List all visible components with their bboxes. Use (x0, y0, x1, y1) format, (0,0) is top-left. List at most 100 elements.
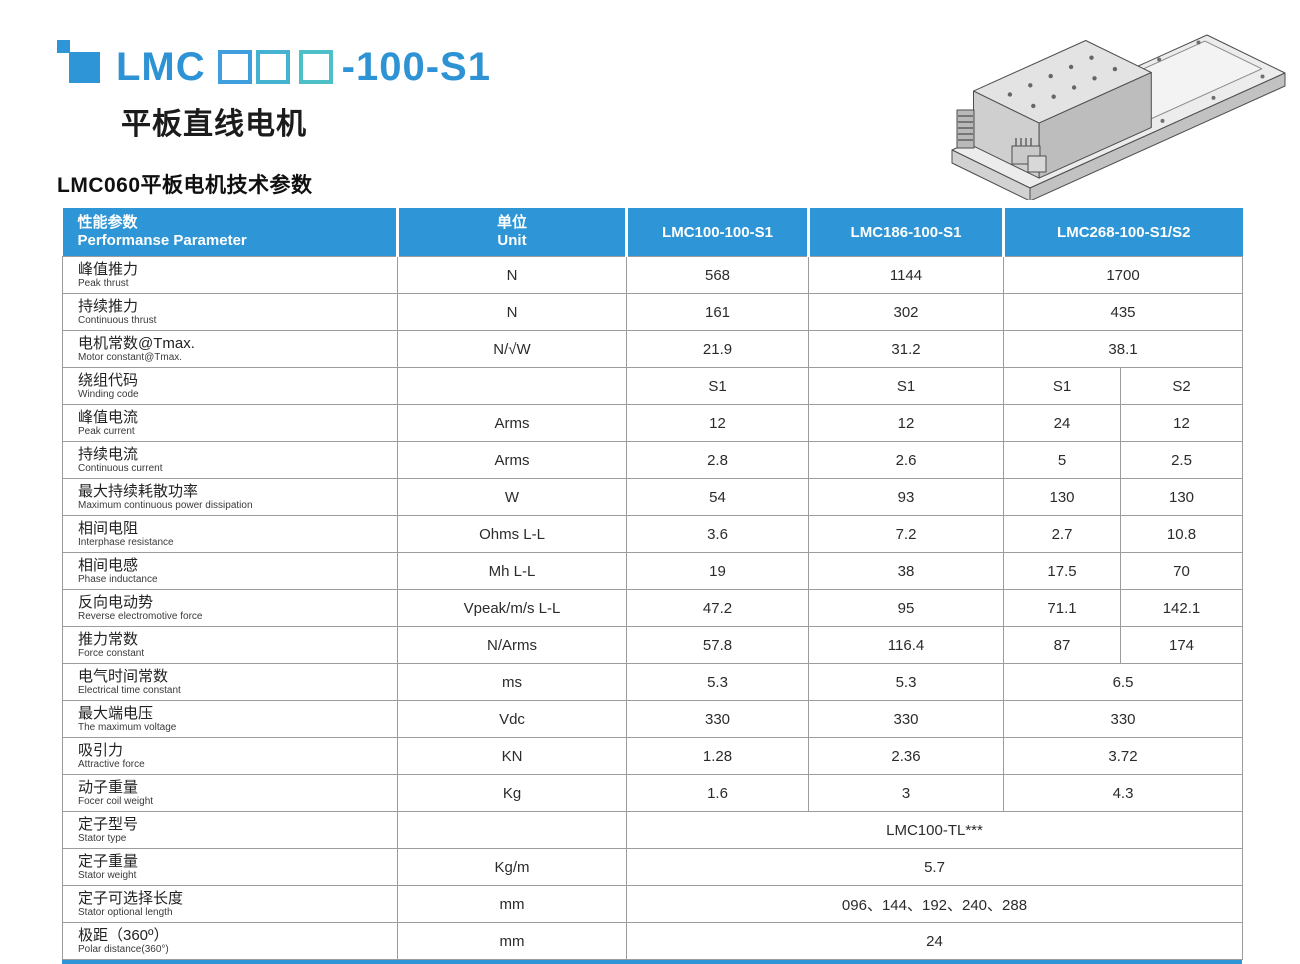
parameter-name-en: Continuous thrust (78, 314, 157, 326)
parameter-name-en: Interphase resistance (78, 536, 174, 548)
value-cell: 24 (626, 922, 1243, 960)
table-row: 最大端电压 The maximum voltage Vdc 330 330 330 (62, 700, 1243, 738)
parameter-cell: 持续推力 Continuous thrust (62, 293, 398, 331)
value-cell: 1.6 (626, 774, 809, 812)
value-cell: 2.8 (626, 441, 809, 479)
parameter-name-en: Force constant (78, 647, 145, 659)
parameter-name-en: The maximum voltage (78, 721, 177, 733)
value-cell: 5.3 (808, 663, 1004, 701)
value-cell: 5.3 (626, 663, 809, 701)
parameter-name-cn: 吸引力 (78, 741, 124, 759)
column-header-model-1: LMC100-100-S1 (625, 208, 809, 257)
column-header-unit: 单位 Unit (396, 208, 627, 257)
parameter-name-cn: 定子型号 (78, 815, 139, 833)
parameter-cell: 定子重量 Stator weight (62, 848, 398, 886)
parameter-cell: 持续电流 Continuous current (62, 441, 398, 479)
value-cell: 87 (1003, 626, 1121, 664)
brand-mark-large-square (69, 52, 100, 83)
table-row: 峰值推力 Peak thrust N 568 1144 1700 (62, 256, 1243, 294)
value-cell: 1144 (808, 256, 1004, 294)
value-cell: 21.9 (626, 330, 809, 368)
value-cell: 57.8 (626, 626, 809, 664)
unit-cell (397, 367, 627, 405)
table-row: 最大持续耗散功率 Maximum continuous power dissipa… (62, 478, 1243, 516)
parameter-cell: 定子型号 Stator type (62, 811, 398, 849)
unit-cell: Mh L-L (397, 552, 627, 590)
title-placeholder-square-3 (298, 50, 333, 84)
value-cell: 330 (626, 700, 809, 738)
parameter-cell: 反向电动势 Reverse electromotive force (62, 589, 398, 627)
parameter-name-cn: 相间电阻 (78, 519, 139, 537)
unit-cell: W (397, 478, 627, 516)
parameter-name-cn: 最大端电压 (78, 704, 154, 722)
value-cell: 096、144、192、240、288 (626, 885, 1243, 923)
unit-cell: Ohms L-L (397, 515, 627, 553)
value-cell: 24 (1003, 404, 1121, 442)
value-cell: 54 (626, 478, 809, 516)
parameter-name-cn: 电气时间常数 (78, 667, 169, 685)
table-row: 定子型号 Stator type LMC100-TL*** (62, 811, 1243, 849)
value-cell: LMC100-TL*** (626, 811, 1243, 849)
parameter-name-cn: 持续推力 (78, 297, 139, 315)
table-row: 电机常数@Tmax. Motor constant@Tmax. N/√W 21.9 31… (62, 330, 1243, 368)
parameter-name-cn: 持续电流 (78, 445, 139, 463)
parameter-name-en: Stator optional length (78, 906, 173, 918)
parameter-name-en: Stator type (78, 832, 127, 844)
value-cell: S1 (808, 367, 1004, 405)
table-bottom-accent-bar (62, 960, 1242, 964)
parameter-name-cn: 电机常数@Tmax. (78, 334, 195, 352)
linear-motor-isometric-image (951, 34, 1286, 200)
parameter-name-cn: 相间电感 (78, 556, 139, 574)
parameter-name-en: Stator weight (78, 869, 137, 881)
parameter-cell: 最大端电压 The maximum voltage (62, 700, 398, 738)
parameter-cell: 最大持续耗散功率 Maximum continuous power dissipa… (62, 478, 398, 516)
value-cell: 93 (808, 478, 1004, 516)
parameter-name-cn: 定子可选择长度 (78, 889, 184, 907)
value-cell: 7.2 (808, 515, 1004, 553)
column-header-parameter: 性能参数 Performanse Parameter (62, 208, 398, 257)
value-cell: 330 (808, 700, 1004, 738)
value-cell: 5 (1003, 441, 1121, 479)
value-cell: 3.6 (626, 515, 809, 553)
column-header-model-3: LMC268-100-S1/S2 (1002, 208, 1243, 257)
value-cell: 12 (626, 404, 809, 442)
value-cell: 2.6 (808, 441, 1004, 479)
table-row: 相间电感 Phase inductance Mh L-L 19 38 17.5 70 (62, 552, 1243, 590)
value-cell: 2.5 (1120, 441, 1243, 479)
parameter-cell: 相间电感 Phase inductance (62, 552, 398, 590)
value-cell: 6.5 (1003, 663, 1243, 701)
value-cell: 1.28 (626, 737, 809, 775)
value-cell: S1 (626, 367, 809, 405)
value-cell: 302 (808, 293, 1004, 331)
parameter-name-en: Phase inductance (78, 573, 158, 585)
value-cell: 31.2 (808, 330, 1004, 368)
unit-cell: ms (397, 663, 627, 701)
unit-cell: Vdc (397, 700, 627, 738)
parameter-cell: 电气时间常数 Electrical time constant (62, 663, 398, 701)
value-cell: S1 (1003, 367, 1121, 405)
parameter-name-cn: 极距（360º） (78, 926, 169, 944)
parameter-cell: 电机常数@Tmax. Motor constant@Tmax. (62, 330, 398, 368)
spec-table-body: 峰值推力 Peak thrust N 568 1144 1700 持续推力 Continuou… (62, 256, 1243, 960)
parameter-name-cn: 最大持续耗散功率 (78, 482, 199, 500)
parameter-name-cn: 峰值推力 (78, 260, 139, 278)
value-cell: 130 (1003, 478, 1121, 516)
value-cell: 3.72 (1003, 737, 1243, 775)
parameter-name-cn: 定子重量 (78, 852, 139, 870)
parameter-cell: 推力常数 Force constant (62, 626, 398, 664)
parameter-cell: 定子可选择长度 Stator optional length (62, 885, 398, 923)
spec-table: 性能参数 Performanse Parameter 单位 Unit LMC10… (62, 208, 1243, 960)
value-cell: 142.1 (1120, 589, 1243, 627)
value-cell: 38.1 (1003, 330, 1243, 368)
value-cell: 161 (626, 293, 809, 331)
parameter-name-en: Attractive force (78, 758, 145, 770)
column-header-parameter-en: Performanse Parameter (77, 232, 247, 249)
title-placeholder-square-1 (217, 50, 252, 84)
table-row: 推力常数 Force constant N/Arms 57.8 116.4 87 174 (62, 626, 1243, 664)
unit-cell: mm (397, 922, 627, 960)
value-cell: 12 (808, 404, 1004, 442)
parameter-name-en: Electrical time constant (78, 684, 181, 696)
table-row: 绕组代码 Winding code S1 S1 S1 S2 (62, 367, 1243, 405)
parameter-name-en: Reverse electromotive force (78, 610, 203, 622)
parameter-name-en: Polar distance(360°) (78, 943, 169, 955)
